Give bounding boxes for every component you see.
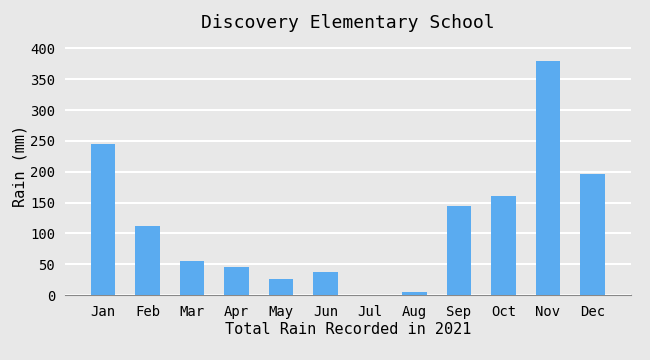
Bar <box>91 144 115 295</box>
Bar <box>447 206 471 295</box>
Bar <box>135 226 160 295</box>
Bar <box>224 267 249 295</box>
Bar <box>402 292 427 295</box>
Bar <box>313 273 338 295</box>
Bar <box>179 261 204 295</box>
Bar <box>580 174 605 295</box>
X-axis label: Total Rain Recorded in 2021: Total Rain Recorded in 2021 <box>224 322 471 337</box>
Bar <box>536 61 560 295</box>
Y-axis label: Rain (mm): Rain (mm) <box>12 125 27 207</box>
Title: Discovery Elementary School: Discovery Elementary School <box>201 14 495 32</box>
Bar <box>491 196 516 295</box>
Bar <box>268 279 293 295</box>
